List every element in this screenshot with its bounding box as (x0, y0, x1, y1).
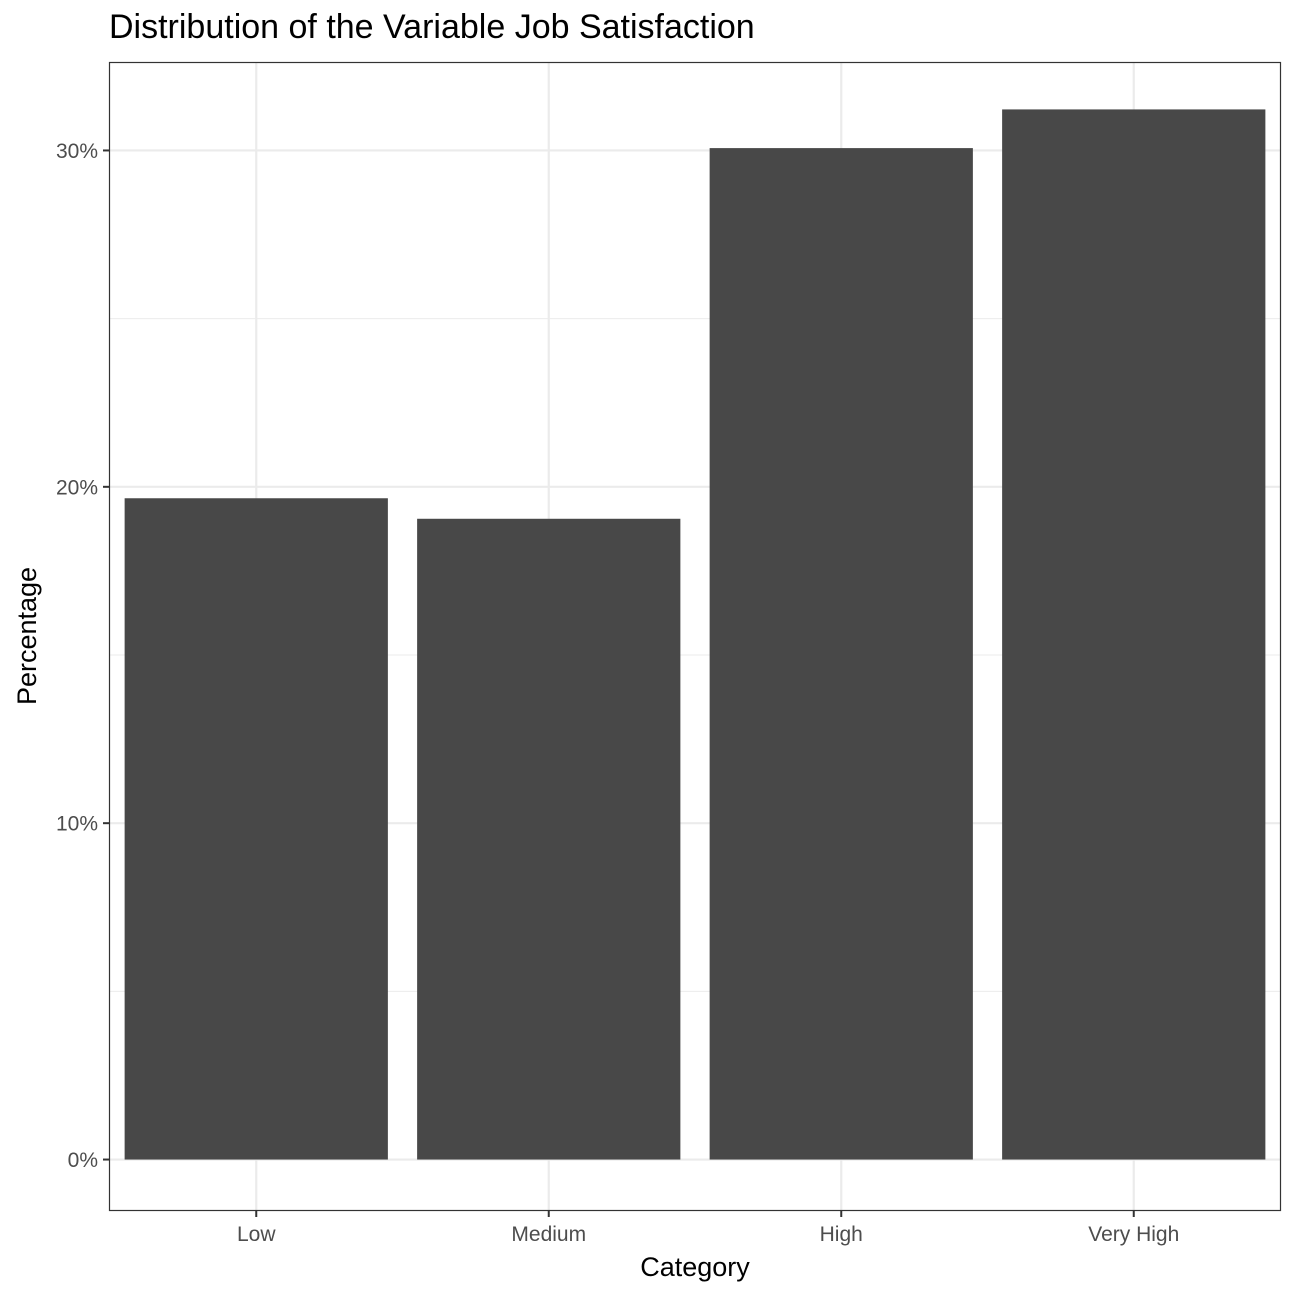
bar-high (709, 148, 973, 1160)
axis-ticks: 0% 10% 20% 30% Low Medium High Very High (56, 140, 1179, 1246)
y-tick-label: 30% (56, 140, 98, 163)
x-tick-label: Low (237, 1223, 276, 1246)
x-tick-label: Very High (1088, 1223, 1179, 1246)
bar-low (124, 498, 388, 1160)
y-tick-label: 0% (68, 1149, 98, 1172)
bar-very-high (1002, 109, 1266, 1160)
x-axis-title: Category (640, 1252, 750, 1282)
y-axis-title: Percentage (12, 567, 42, 705)
y-tick-label: 20% (56, 476, 98, 499)
x-tick-label: Medium (511, 1223, 586, 1246)
bars (124, 109, 1266, 1160)
panel-border (108, 61, 1282, 1212)
y-tick-label: 10% (56, 813, 98, 836)
x-tick-label: High (820, 1223, 863, 1246)
bar-medium (417, 518, 681, 1160)
chart-title: Distribution of the Variable Job Satisfa… (109, 8, 755, 46)
